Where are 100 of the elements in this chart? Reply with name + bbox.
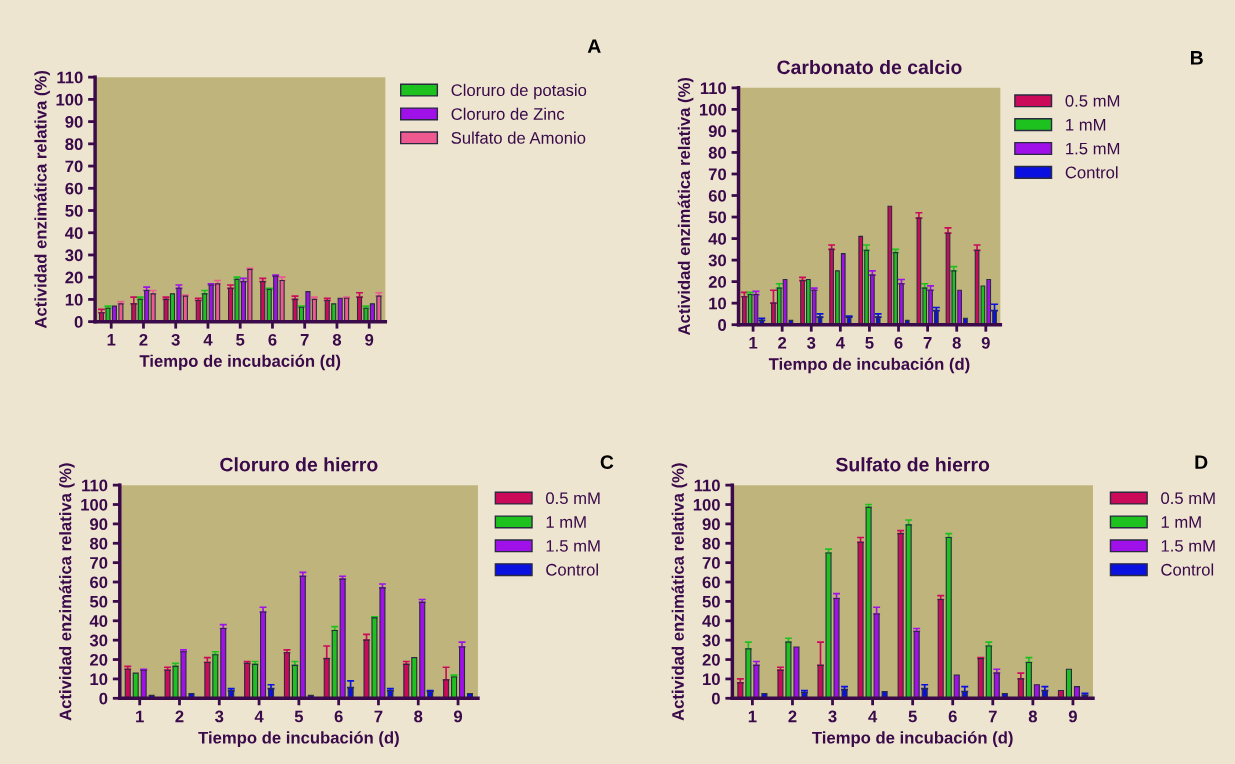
bar	[993, 672, 1000, 699]
y-tick-label: 90	[90, 518, 108, 531]
x-tick-label: 3	[215, 710, 224, 723]
x-tick-label: 6	[894, 336, 903, 349]
legend-label: Control	[1161, 563, 1214, 576]
x-tick-label: 6	[268, 333, 277, 346]
y-axis-title: Actividad enzimática relativa (%)	[34, 71, 50, 329]
y-tick-label: 30	[702, 634, 720, 647]
y-tick-label: 50	[65, 204, 83, 217]
bar	[897, 533, 904, 699]
y-tick-label: 40	[702, 615, 720, 627]
bar	[953, 674, 960, 699]
chart-title: Cloruro de hierro	[220, 457, 378, 472]
x-tick-label: 7	[988, 710, 997, 723]
y-tick-label: 20	[702, 653, 720, 666]
y-tick-label: 80	[89, 537, 108, 550]
x-tick-label: 9	[365, 333, 374, 346]
y-tick-label: 110	[700, 82, 727, 95]
y-tick-label: 40	[89, 615, 108, 627]
x-tick-label: 2	[788, 710, 797, 723]
bar	[913, 630, 920, 699]
y-tick-label: 50	[702, 595, 720, 608]
x-tick-label: 5	[294, 710, 304, 723]
y-tick-label: 10	[703, 673, 720, 686]
y-tick-label: 40	[65, 227, 83, 239]
x-tick-label: 2	[139, 333, 148, 346]
bar	[291, 664, 298, 699]
x-tick-label: 7	[374, 710, 383, 723]
bar	[411, 657, 418, 699]
legend-label: 0.5 mM	[546, 492, 600, 505]
legend-label: 1 mM	[1161, 516, 1201, 528]
bar	[977, 658, 984, 699]
chart-title: Carbonato de calcio	[777, 59, 962, 75]
legend-label: Cloruro de Zinc	[451, 107, 565, 120]
bar	[937, 598, 944, 699]
bar	[1065, 668, 1072, 699]
x-tick-label: 3	[828, 710, 837, 723]
x-tick-label: 5	[865, 337, 874, 349]
x-tick-label: 4	[868, 710, 878, 723]
y-axis-title: Actividad enzimática relativa (%)	[671, 463, 688, 721]
bar	[244, 662, 251, 699]
x-tick-label: 8	[1028, 710, 1037, 723]
y-axis-title: Actividad enzimática relativa (%)	[58, 463, 75, 721]
text: A	[587, 39, 601, 53]
x-tick-label: 9	[981, 336, 990, 349]
x-axis-title: Tiempo de incubación (d)	[198, 731, 399, 747]
y-tick-label: 60	[702, 576, 720, 589]
y-tick-label: 0	[74, 316, 83, 328]
x-tick-label: 1	[136, 710, 144, 723]
x-tick-label: 4	[835, 337, 845, 349]
y-tick-label: 40	[708, 232, 727, 245]
y-tick-label: 70	[708, 168, 727, 181]
x-tick-label: 5	[908, 710, 917, 723]
y-tick-label: 10	[65, 293, 83, 306]
bar	[124, 668, 131, 699]
x-tick-label: 8	[952, 336, 961, 349]
bar	[905, 524, 912, 699]
x-tick-label: 7	[300, 334, 309, 346]
bar	[459, 646, 466, 699]
x-tick-label: 4	[254, 710, 264, 723]
y-tick-label: 0	[711, 692, 720, 705]
bar	[451, 676, 458, 699]
text: C	[600, 455, 614, 470]
y-tick-label: 80	[702, 537, 720, 550]
legend-label: Cloruro de potasio	[451, 83, 587, 100]
bar	[260, 281, 266, 322]
y-tick-label: 90	[65, 116, 83, 128]
legend-label: 0.5 mM	[1065, 94, 1120, 107]
x-axis-title: Tiempo de incubación (d)	[768, 357, 970, 374]
y-tick-label: 80	[65, 138, 83, 151]
bar	[331, 629, 338, 699]
y-tick-label: 50	[708, 211, 727, 224]
x-axis-title: Tiempo de incubación (d)	[139, 354, 341, 371]
legend-label: Control	[546, 563, 598, 576]
y-tick-label: 20	[708, 276, 727, 288]
y-tick-label: 100	[81, 498, 108, 511]
bar	[283, 652, 290, 699]
chart-title: Sulfato de hierro	[835, 457, 990, 472]
y-tick-label: 70	[65, 160, 83, 173]
y-tick-label: 110	[694, 479, 720, 492]
x-tick-label: 7	[923, 337, 932, 349]
bar	[140, 669, 147, 699]
x-tick-label: 6	[334, 710, 343, 723]
y-axis-title: Actividad enzimática relativa (%)	[677, 77, 694, 336]
x-tick-label: 5	[236, 334, 245, 346]
y-tick-label: 20	[65, 271, 83, 284]
x-tick-label: 3	[171, 333, 180, 346]
legend-label: 1 mM	[546, 516, 586, 528]
x-tick-label: 1	[107, 334, 116, 346]
legend-label: Sulfato de Amonio	[451, 131, 586, 144]
y-tick-label: 10	[709, 297, 727, 310]
bar	[985, 645, 992, 699]
y-tick-label: 90	[708, 125, 727, 138]
x-tick-label: 4	[203, 334, 213, 346]
bar	[204, 661, 211, 699]
legend-label: 1.5 mM	[1066, 142, 1120, 155]
y-tick-label: 20	[90, 653, 108, 666]
x-tick-label: 2	[778, 336, 787, 349]
text: D	[1195, 455, 1208, 469]
legend-label: Control	[1065, 166, 1118, 179]
